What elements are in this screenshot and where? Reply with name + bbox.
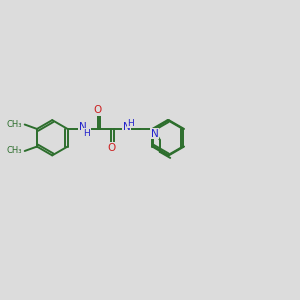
Text: N: N xyxy=(151,129,159,139)
Text: CH₃: CH₃ xyxy=(7,146,22,155)
Text: O: O xyxy=(94,105,102,115)
Text: N: N xyxy=(123,122,130,132)
Text: H: H xyxy=(127,119,134,128)
Text: O: O xyxy=(107,142,116,153)
Text: H: H xyxy=(83,129,90,138)
Text: N: N xyxy=(79,122,87,132)
Text: CH₃: CH₃ xyxy=(7,120,22,129)
